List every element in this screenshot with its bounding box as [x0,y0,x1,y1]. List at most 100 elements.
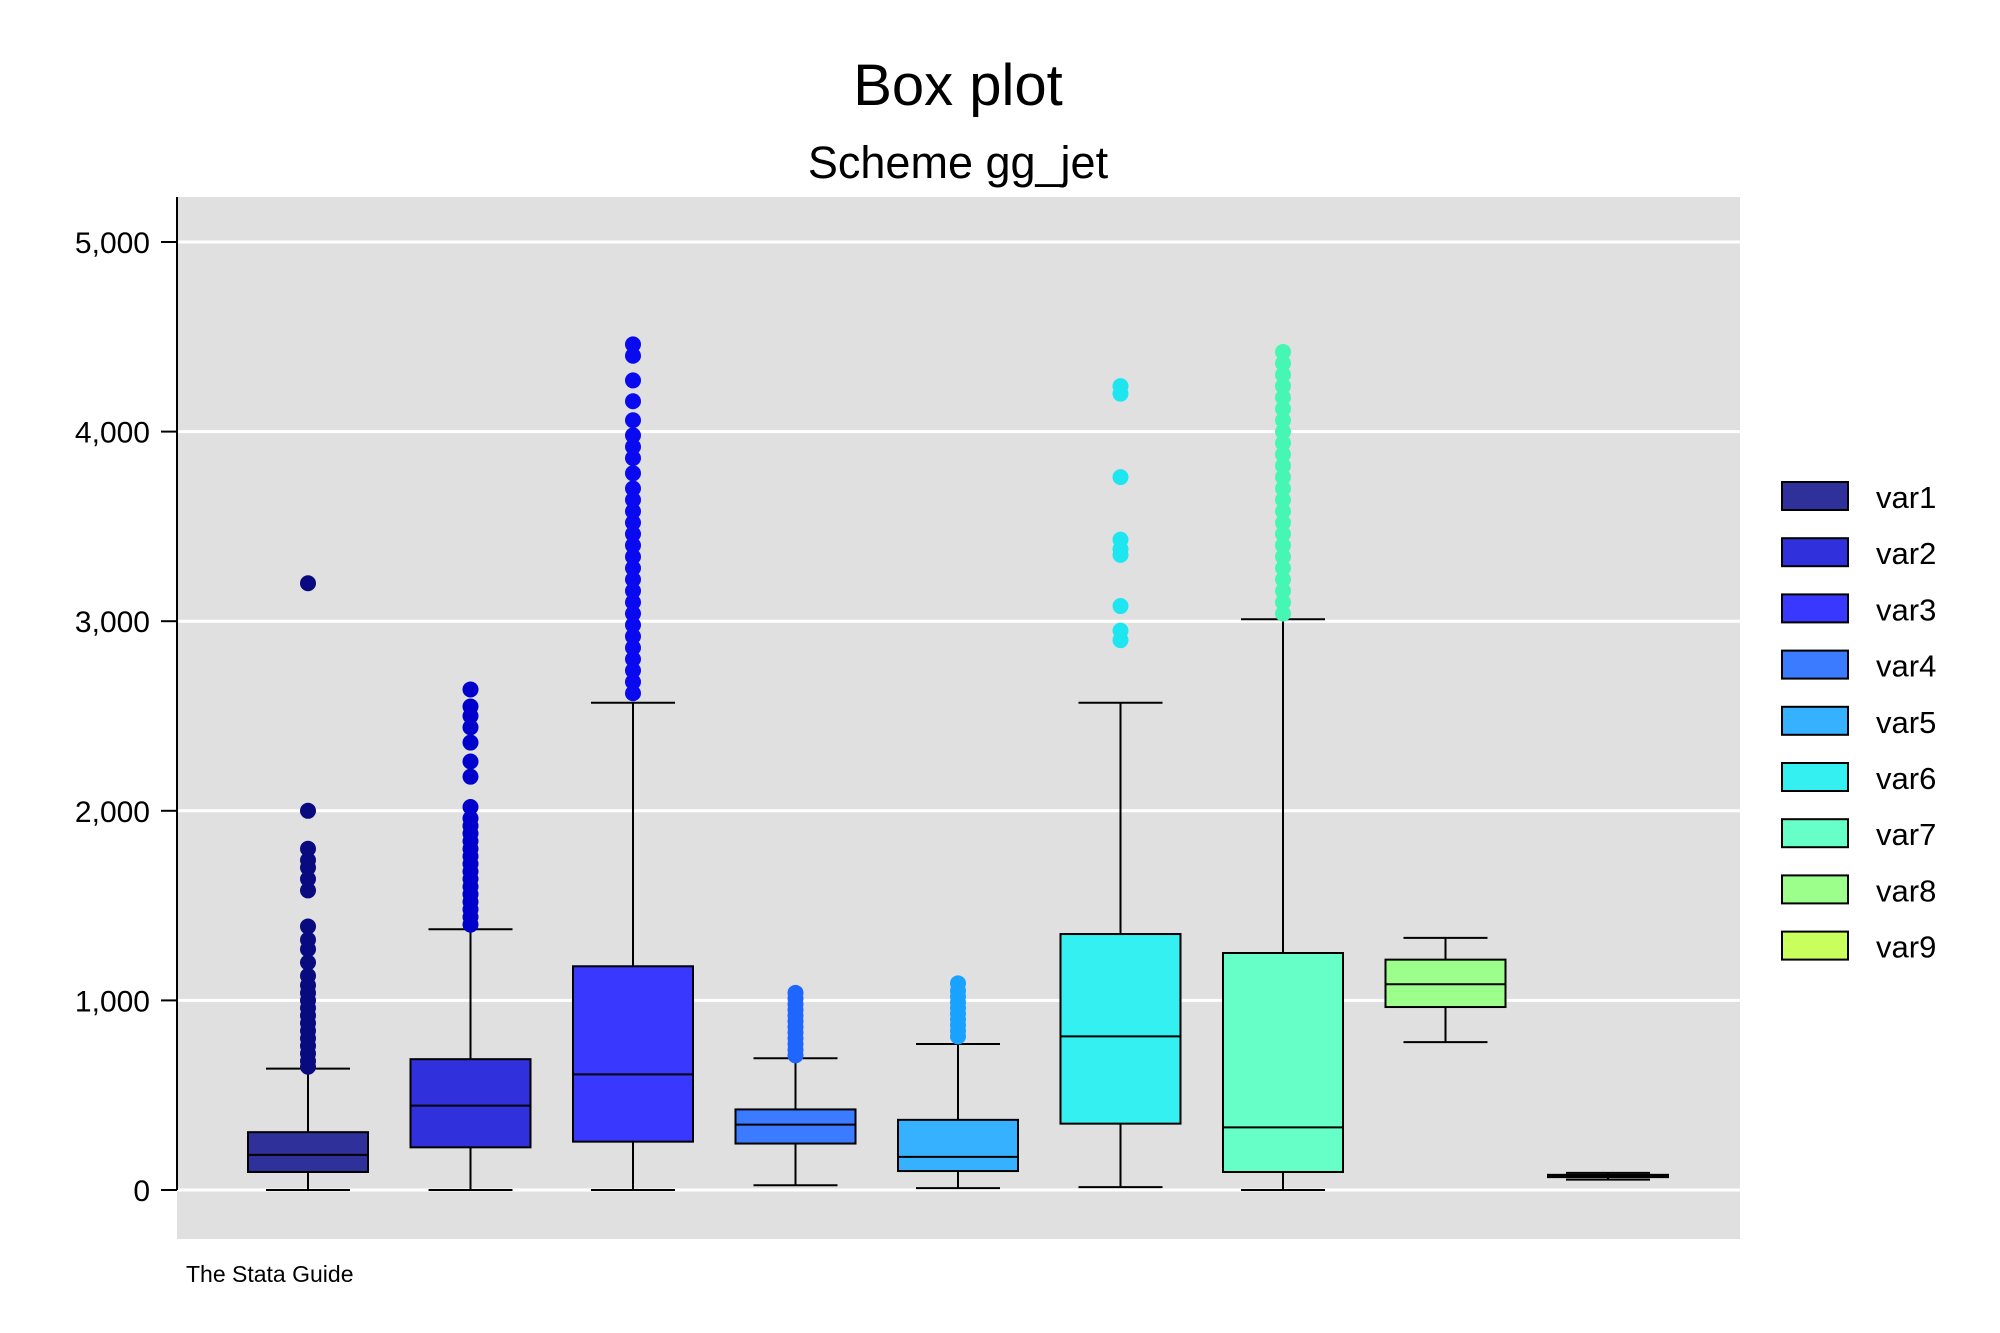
outlier-point [300,882,316,899]
legend-item-var8: var8 [1781,873,1936,908]
outlier-point [1275,457,1291,474]
outlier-point [625,639,641,656]
outlier-point [625,651,641,668]
chart-note: The Stata Guide [186,1261,354,1287]
legend-swatch [1781,762,1849,792]
legend-swatch [1781,593,1849,624]
legend-swatch [1781,705,1849,736]
boxes [247,336,1669,1191]
outlier-point [300,871,316,888]
outlier-point [462,734,479,751]
chart-title: Box plot [853,53,1063,118]
outlier-point [300,967,316,984]
outlier-point [625,537,641,554]
outlier-point [625,480,641,497]
box-iqr [247,1131,369,1173]
box-iqr [897,1118,1019,1173]
outlier-point [1112,622,1129,639]
legend-item-var2: var2 [1781,536,1936,571]
box-var2 [409,681,532,1191]
outlier-point [625,582,641,599]
outlier-point [1275,400,1291,417]
legend-label: var3 [1876,592,1936,627]
outlier-point [1275,446,1291,463]
y-tick-label: 4,000 [75,417,150,450]
outlier-point [1275,594,1291,611]
outlier-point [625,548,641,565]
outlier-point [625,393,641,410]
outlier-point [1275,469,1291,486]
legend-label: var4 [1876,649,1936,684]
box-var3 [572,336,694,1191]
outlier-point [625,372,641,389]
outlier-point [300,575,316,592]
outlier-point [1275,355,1291,372]
outlier-point [462,768,479,785]
outlier-point [625,450,641,467]
outlier-point [1275,378,1291,395]
box-var7 [1222,343,1344,1191]
box-var1 [247,575,369,1191]
legend-item-var1: var1 [1781,480,1936,515]
outlier-point [1275,548,1291,565]
outlier-point [625,336,641,353]
outlier-point [1275,560,1291,577]
legend-item-var9: var9 [1781,930,1936,965]
outlier-point [1275,525,1291,542]
box-iqr [1059,933,1182,1125]
outlier-point [625,491,641,508]
outlier-point [300,954,316,971]
outlier-point [462,799,479,816]
outlier-point [300,802,316,819]
legend-swatch [1781,649,1849,680]
outlier-point [625,427,641,444]
outlier-point [300,931,316,948]
outlier-point [1275,582,1291,599]
outlier-point [1275,389,1291,406]
legend-swatch [1781,818,1849,849]
outlier-point [462,698,479,715]
box-iqr [1222,952,1344,1173]
outlier-point [625,616,641,633]
outlier-point [1275,366,1291,383]
legend-item-var6: var6 [1781,761,1936,796]
box-iqr [572,965,694,1143]
outlier-point [625,571,641,588]
legend: var1 var2 var3 var4 var5 var6 var7 var8 var9 [1781,480,1936,965]
legend-swatch [1781,537,1849,568]
outlier-point [1112,469,1129,486]
outlier-point [1275,571,1291,588]
box-var8 [1384,936,1507,1044]
box-iqr [409,1058,532,1149]
legend-label: var5 [1876,705,1936,740]
outlier-point [625,605,641,622]
box-var4 [734,984,857,1187]
y-axis: 0 1,000 2,000 3,000 4,000 5,000 [75,197,178,1208]
legend-label: var1 [1876,480,1936,515]
outlier-point [1275,480,1291,497]
legend-item-var7: var7 [1781,817,1936,852]
outlier-point [625,347,641,364]
legend-label: var9 [1876,930,1936,965]
outlier-point [1275,412,1291,429]
outlier-point [625,503,641,520]
box-var6 [1059,378,1182,1189]
y-tick-label: 5,000 [75,227,150,260]
outlier-point [1275,605,1291,622]
outlier-point [1112,531,1129,548]
outlier-point [625,525,641,542]
outlier-point [950,975,966,992]
outlier-point [625,412,641,429]
outlier-point [300,852,316,869]
outlier-point [625,628,641,645]
legend-label: var8 [1876,873,1936,908]
y-tick-label: 1,000 [75,985,150,1018]
box-iqr [734,1108,857,1145]
legend-label: var6 [1876,761,1936,796]
legend-label: var7 [1876,817,1936,852]
legend-item-var4: var4 [1781,649,1936,684]
box-var9 [1547,1171,1669,1181]
legend-swatch [1781,481,1849,511]
outlier-point [625,594,641,611]
